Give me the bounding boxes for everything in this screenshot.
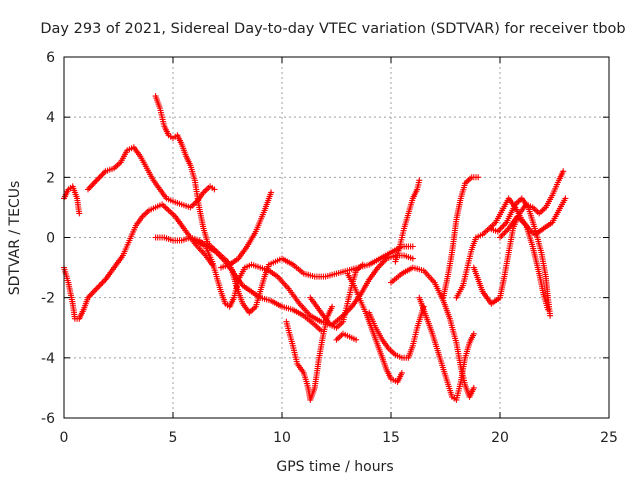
plus-markers <box>85 144 218 211</box>
series-arc-19 <box>486 195 554 319</box>
plus-markers <box>152 234 416 316</box>
x-tick-label: 5 <box>169 430 178 446</box>
plus-markers <box>486 195 554 319</box>
y-axis-label: SDTVAR / TECUs <box>7 181 23 296</box>
y-tick-label: 2 <box>46 170 55 186</box>
trace-arc-7 <box>220 192 272 269</box>
plus-markers <box>470 168 567 307</box>
series-arc-11 <box>344 270 405 385</box>
data-traces <box>63 95 566 403</box>
x-tick-label: 10 <box>273 430 291 446</box>
y-tick-label: -4 <box>41 351 55 367</box>
x-axis-label: GPS time / hours <box>276 459 393 475</box>
series-arc-3 <box>85 144 218 211</box>
x-tick-label: 25 <box>600 430 618 446</box>
data-points <box>61 93 569 403</box>
x-tick-label: 20 <box>491 430 509 446</box>
plus-markers <box>344 270 405 385</box>
plus-markers <box>440 174 482 301</box>
series-arc-18 <box>470 168 567 307</box>
y-tick-label: 6 <box>46 50 55 66</box>
plus-markers <box>218 189 275 271</box>
plus-markers <box>392 177 423 265</box>
axes <box>63 56 610 419</box>
plus-markers <box>283 303 336 403</box>
series-arc-8 <box>283 303 336 403</box>
plus-markers <box>366 303 427 361</box>
series-arc-7 <box>218 189 275 271</box>
plus-markers <box>333 330 360 343</box>
x-tick-label: 0 <box>60 430 69 446</box>
series-arc-15 <box>416 294 477 403</box>
series-arc-12 <box>366 303 427 361</box>
series-arc-2 <box>61 201 216 322</box>
plus-markers <box>416 294 477 403</box>
grid <box>64 57 609 418</box>
tick-labels: 0 5 10 15 20 25 -6 -4 -2 0 2 4 6 <box>41 50 618 446</box>
series-arc-5 <box>152 234 416 316</box>
series-arc-10 <box>333 330 360 343</box>
y-tick-label: -2 <box>41 291 55 307</box>
y-tick-label: 0 <box>46 231 55 247</box>
plus-markers <box>61 201 216 322</box>
y-tick-label: 4 <box>46 110 55 126</box>
y-tick-label: -6 <box>41 411 55 427</box>
x-tick-label: 15 <box>382 430 400 446</box>
series-arc-20 <box>497 213 551 313</box>
trace-arc-6 <box>194 239 414 326</box>
series-arc-16 <box>440 174 482 301</box>
series-arc-13 <box>392 177 423 265</box>
chart-title: Day 293 of 2021, Sidereal Day-to-day VTE… <box>40 21 625 37</box>
plus-markers <box>497 213 551 313</box>
